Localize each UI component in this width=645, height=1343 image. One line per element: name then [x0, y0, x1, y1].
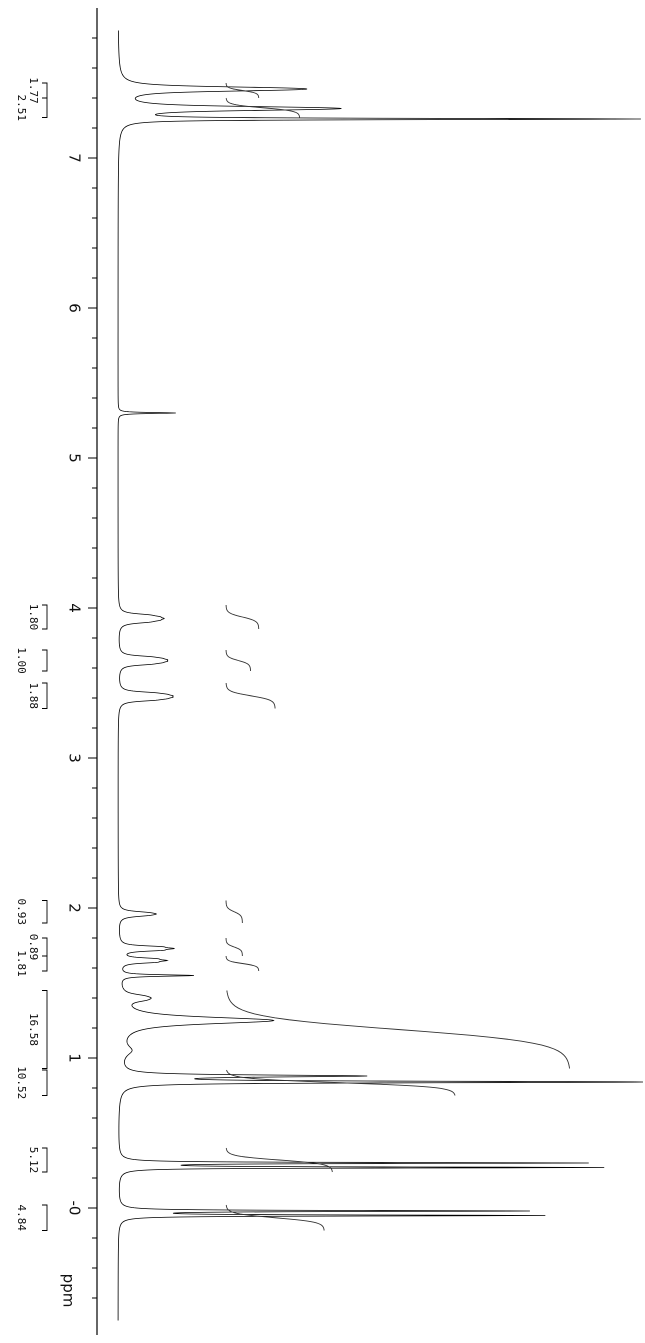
integral-bracket — [42, 82, 48, 99]
integral-value-label: 1.00 — [15, 647, 28, 674]
integral-bracket — [42, 990, 48, 1069]
integral-bracket — [42, 1204, 48, 1231]
integral-curve — [225, 1147, 333, 1173]
spectrum-trace — [117, 30, 644, 1321]
integral-curve — [225, 649, 251, 672]
tick-label: 3 — [66, 753, 84, 763]
integral-value-label: 1.77 — [27, 77, 40, 104]
integral-curve — [225, 97, 301, 118]
tick-label: 6 — [66, 303, 84, 313]
integral-curve — [226, 990, 570, 1069]
tick-label: 1 — [66, 1053, 84, 1063]
integral-curve — [225, 604, 260, 630]
integral-curve — [226, 1069, 456, 1096]
integral-value-label: 0.89 — [27, 934, 40, 961]
tick-label: 7 — [66, 153, 84, 163]
tick-label: -0 — [66, 1201, 84, 1216]
integral-bracket — [42, 955, 48, 972]
integral-value-label: 10.52 — [15, 1066, 28, 1099]
integral-value-label: 1.81 — [15, 950, 28, 977]
tick-label: 2 — [66, 903, 84, 913]
tick-label: 4 — [66, 603, 84, 613]
integral-bracket — [42, 604, 48, 630]
integral-bracket — [42, 937, 48, 957]
integral-value-label: 1.80 — [27, 604, 40, 631]
axis-unit-label: ppm — [60, 1274, 78, 1308]
integral-curve — [225, 900, 243, 924]
tick-label: 5 — [66, 453, 84, 463]
integral-bracket — [42, 900, 48, 924]
integral-curve — [225, 955, 260, 972]
integral-value-label: 16.58 — [27, 1013, 40, 1046]
integral-bracket — [42, 649, 48, 672]
integral-curve — [225, 937, 243, 957]
integral-curve — [225, 682, 276, 709]
integral-value-label: 2.51 — [15, 95, 28, 122]
integral-bracket — [42, 97, 48, 118]
integral-value-label: 0.93 — [15, 899, 28, 926]
integral-value-label: 1.88 — [27, 683, 40, 710]
integral-bracket — [42, 682, 48, 709]
integral-value-label: 4.84 — [15, 1205, 28, 1232]
ppm-axis: 7 6 5 4 3 2 1 -0 — [66, 8, 98, 1335]
integral-curve — [225, 82, 260, 99]
integral-value-label: 5.12 — [27, 1147, 40, 1174]
integral-bracket — [42, 1147, 48, 1173]
integral-bracket — [42, 1069, 48, 1096]
integral-labels: 1.772.51 1.80 1.00 1.88 0.93 0.891.81 16.58 10.… — [15, 77, 48, 1232]
integral-curve — [225, 1204, 325, 1231]
integral-curves — [225, 82, 570, 1231]
